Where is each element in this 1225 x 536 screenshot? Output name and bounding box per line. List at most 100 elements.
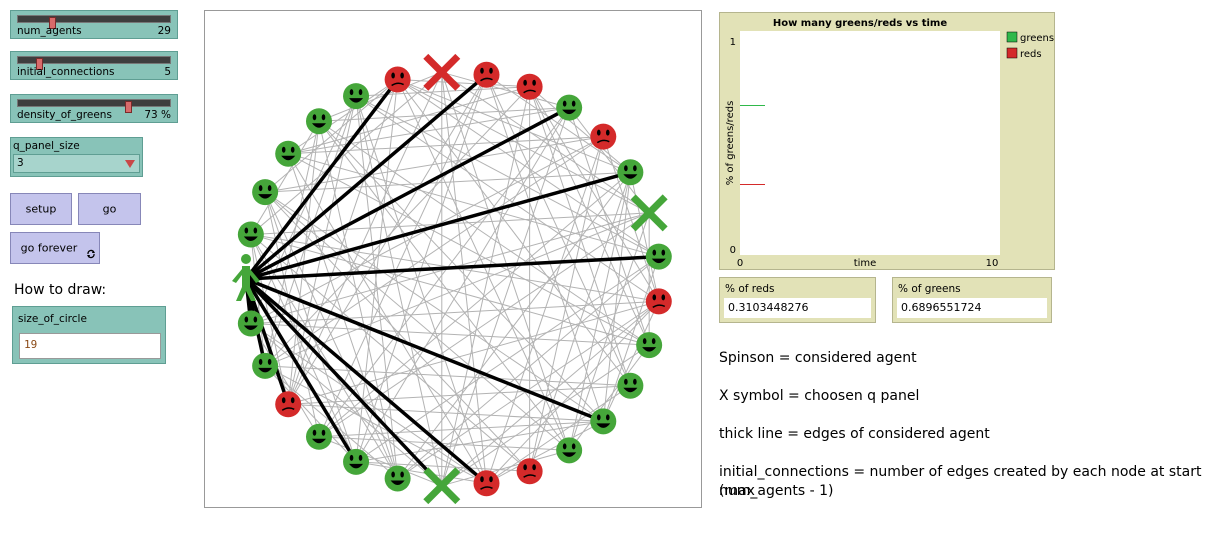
happy-face-agent-icon[interactable] <box>590 408 617 435</box>
slider-label: initial_connections <box>17 66 115 78</box>
sad-face-agent-icon[interactable] <box>645 288 672 315</box>
network-edge <box>486 385 631 484</box>
slider-track[interactable] <box>17 15 171 29</box>
happy-face-agent-icon[interactable] <box>237 221 264 248</box>
chooser-label: q_panel_size <box>13 140 80 152</box>
initial-connections-slider[interactable]: initial_connections 5 <box>10 51 178 80</box>
considered-agent-edge <box>245 254 659 281</box>
happy-face-agent-icon[interactable] <box>237 310 264 337</box>
y-max-label: 1 <box>730 37 736 48</box>
how-to-draw-label: How to draw: <box>14 282 107 298</box>
q-panel-size-chooser[interactable]: q_panel_size 3 <box>10 137 143 177</box>
network-edge <box>529 86 631 173</box>
world-view[interactable] <box>204 10 702 508</box>
happy-face-agent-icon[interactable] <box>252 179 279 206</box>
network-edge <box>629 172 660 302</box>
setup-button[interactable]: setup <box>10 193 72 225</box>
considered-agent-edge <box>244 278 358 463</box>
happy-face-agent-icon[interactable] <box>343 83 370 110</box>
happy-face-agent-icon[interactable] <box>556 437 583 464</box>
network-edge <box>287 79 398 155</box>
network-edge <box>529 172 631 472</box>
sad-face-agent-icon[interactable] <box>473 470 500 497</box>
happy-face-agent-icon[interactable] <box>252 352 279 379</box>
network-edge <box>287 153 487 484</box>
happy-face-agent-icon[interactable] <box>343 448 370 475</box>
greens-reds-plot[interactable]: How many greens/reds vs time 1 0 0 10 ti… <box>719 12 1055 270</box>
num-agents-slider[interactable]: num_agents 29 <box>10 10 178 39</box>
sad-face-agent-icon[interactable] <box>516 73 543 100</box>
considered-agent-edge <box>245 170 631 281</box>
network-edge <box>486 136 604 484</box>
happy-face-agent-icon[interactable] <box>305 423 332 450</box>
happy-face-agent-icon[interactable] <box>617 159 644 186</box>
happy-face-agent-icon[interactable] <box>617 372 644 399</box>
q-panel-x-icon[interactable] <box>423 53 461 91</box>
slider-knob[interactable] <box>125 101 132 113</box>
network-edge <box>287 153 650 346</box>
happy-face-agent-icon[interactable] <box>636 332 663 359</box>
network-edge <box>355 256 660 463</box>
size-of-circle-input[interactable]: size_of_circle 19 <box>12 306 166 364</box>
network-canvas[interactable] <box>205 11 701 507</box>
network-edge <box>318 107 570 438</box>
network-edge <box>265 136 604 193</box>
reds-monitor: % of reds 0.3103448276 <box>719 277 876 323</box>
network-edge <box>318 71 442 122</box>
nodes-layer <box>232 53 672 505</box>
chooser-dropdown[interactable]: 3 <box>13 154 140 173</box>
network-edge <box>486 301 660 484</box>
network-edge <box>318 121 399 479</box>
happy-face-agent-icon[interactable] <box>275 140 302 167</box>
sad-face-agent-icon[interactable] <box>473 61 500 88</box>
network-edge <box>264 365 487 484</box>
chooser-value: 3 <box>17 157 24 169</box>
monitor-value: 0.3103448276 <box>724 298 871 318</box>
density-of-greens-slider[interactable]: density_of_greens 73 % <box>10 94 178 123</box>
go-button[interactable]: go <box>78 193 141 225</box>
network-edge <box>441 71 570 109</box>
go-forever-button[interactable]: go forever <box>10 232 100 264</box>
network-edge <box>529 86 631 386</box>
network-edge <box>529 86 650 346</box>
note-thick-line: thick line = edges of considered agent <box>719 426 990 442</box>
network-edge <box>397 79 660 258</box>
slider-track[interactable] <box>17 56 171 70</box>
slider-label: density_of_greens <box>17 109 112 121</box>
slider-track[interactable] <box>17 99 171 113</box>
legend-reds-label: reds <box>1020 49 1042 60</box>
q-panel-x-icon[interactable] <box>630 194 668 232</box>
network-edge <box>318 436 442 487</box>
network-edge <box>318 420 604 438</box>
sad-face-agent-icon[interactable] <box>384 66 411 93</box>
network-edge <box>264 191 399 479</box>
dropdown-arrow-icon[interactable] <box>125 160 135 168</box>
network-edge <box>397 256 660 479</box>
sad-face-agent-icon[interactable] <box>590 123 617 150</box>
sad-face-agent-icon[interactable] <box>516 458 543 485</box>
size-of-circle-field[interactable]: 19 <box>19 333 161 359</box>
network-edge <box>264 212 650 367</box>
considered-agent-edge <box>244 277 444 487</box>
spinson-agent-icon[interactable] <box>232 254 260 301</box>
q-panel-x-icon[interactable] <box>423 467 461 505</box>
network-edge <box>529 86 660 302</box>
network-edge <box>264 86 530 367</box>
go-forever-button-label: go forever <box>20 241 78 255</box>
plot-title: How many greens/reds vs time <box>773 18 948 29</box>
network-edge <box>355 95 487 484</box>
network-edge <box>288 403 604 422</box>
sad-face-agent-icon[interactable] <box>275 391 302 418</box>
happy-face-agent-icon[interactable] <box>305 108 332 135</box>
network-edge <box>264 95 357 367</box>
network-edge <box>441 86 531 486</box>
happy-face-agent-icon[interactable] <box>645 243 672 270</box>
network-edge <box>264 136 604 367</box>
happy-face-agent-icon[interactable] <box>556 94 583 121</box>
x-max-label: 10 <box>986 258 999 269</box>
happy-face-agent-icon[interactable] <box>384 465 411 492</box>
slider-value: 73 % <box>144 109 171 121</box>
slider-knob[interactable] <box>36 58 43 70</box>
slider-knob[interactable] <box>49 17 56 29</box>
network-edge <box>441 449 570 487</box>
